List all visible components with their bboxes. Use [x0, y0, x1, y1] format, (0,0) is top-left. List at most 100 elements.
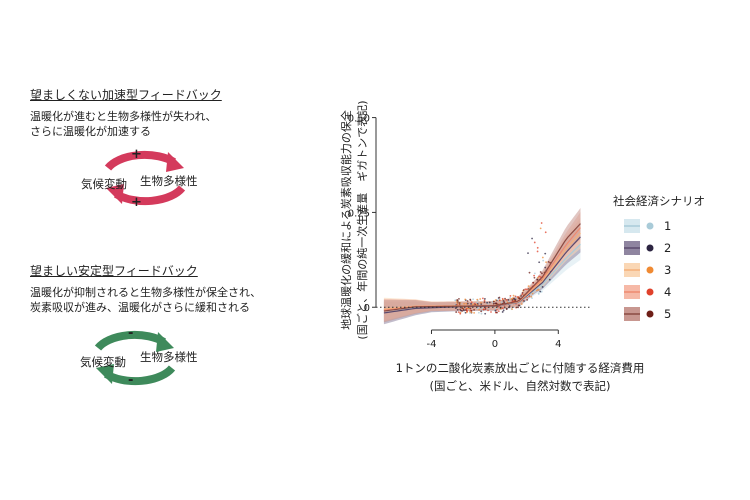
unstable-cycle-bottom-arrowhead — [106, 184, 124, 204]
point-scenario-4 — [470, 301, 473, 304]
legend-label-4: 4 — [664, 285, 671, 299]
point-scenario-4 — [501, 307, 504, 310]
chart-xlabel-line1: 1トンの二酸化炭素放出ごとに付随する経済費用 — [395, 361, 645, 375]
point-scenario-5 — [541, 272, 543, 275]
point-scenario-3 — [512, 294, 515, 297]
legend-dot-4 — [646, 288, 654, 296]
point-scenario-3 — [539, 227, 542, 230]
point-scenario-3 — [463, 302, 466, 305]
stable-cycle-bottom-arrowhead — [96, 364, 114, 384]
point-scenario-1 — [508, 300, 510, 303]
point-scenario-3 — [541, 256, 544, 259]
point-scenario-5 — [480, 310, 483, 313]
point-scenario-2 — [538, 261, 541, 264]
y-tick-label: 0.50 — [348, 114, 370, 125]
point-scenario-1 — [537, 292, 540, 295]
point-scenario-3 — [456, 301, 459, 304]
point-scenario-1 — [500, 301, 503, 304]
legend-label-5: 5 — [664, 307, 671, 321]
unstable-feedback-description-2: さらに温暖化が加速する — [30, 125, 151, 138]
x-tick-label: -4 — [426, 339, 436, 350]
point-scenario-5 — [539, 271, 542, 273]
unstable-cycle-top-arrowhead — [166, 152, 184, 172]
point-scenario-3 — [511, 297, 514, 300]
point-scenario-4 — [481, 297, 484, 300]
y-tick-label: 0 — [364, 303, 370, 314]
point-scenario-5 — [461, 307, 464, 309]
point-scenario-4 — [509, 295, 512, 297]
stable-top-sign: - — [128, 326, 134, 341]
legend-dot-1 — [646, 222, 654, 230]
point-scenario-5 — [473, 308, 475, 311]
point-scenario-5 — [536, 278, 539, 281]
chart-xlabel-line2: (国ごと、米ドル、自然対数で表記) — [429, 379, 611, 393]
point-scenario-4 — [497, 310, 500, 313]
stable-bottom-sign: - — [128, 373, 134, 388]
legend-title: 社会経済シナリオ — [613, 194, 705, 208]
point-scenario-2 — [539, 290, 542, 293]
stable-biodiversity-label: 生物多様性 — [140, 350, 198, 364]
point-scenario-5 — [533, 276, 536, 279]
stable-cycle-bottom-arrow — [103, 365, 176, 386]
point-scenario-5 — [522, 289, 525, 291]
point-scenario-5 — [455, 311, 458, 313]
point-scenario-4 — [528, 295, 531, 298]
point-scenario-2 — [541, 286, 544, 288]
point-scenario-2 — [531, 237, 533, 240]
point-scenario-5 — [504, 297, 506, 300]
point-scenario-1 — [531, 297, 533, 300]
point-scenario-3 — [535, 289, 538, 292]
point-scenario-4 — [516, 295, 519, 298]
point-scenario-1 — [487, 307, 490, 310]
point-scenario-5 — [528, 271, 531, 274]
point-scenario-4 — [457, 311, 460, 314]
point-scenario-2 — [544, 266, 547, 269]
legend-label-3: 3 — [664, 263, 671, 277]
point-scenario-2 — [514, 298, 517, 301]
point-scenario-1 — [542, 259, 545, 262]
legend-label-2: 2 — [664, 241, 671, 255]
point-scenario-5 — [456, 299, 459, 301]
point-scenario-5 — [469, 299, 472, 302]
point-scenario-2 — [484, 312, 487, 315]
point-scenario-5 — [483, 301, 486, 304]
unstable-top-sign: + — [131, 147, 142, 162]
stable-cycle-top-arrow — [94, 330, 167, 351]
point-scenario-5 — [496, 311, 498, 314]
point-scenario-5 — [532, 281, 535, 284]
point-scenario-1 — [481, 307, 484, 310]
point-scenario-3 — [479, 298, 482, 300]
point-scenario-3 — [537, 276, 539, 279]
point-scenario-1 — [468, 311, 471, 314]
point-scenario-2 — [486, 301, 489, 304]
point-scenario-4 — [526, 288, 528, 291]
scatter-points — [454, 222, 552, 315]
point-scenario-1 — [533, 272, 536, 275]
point-scenario-5 — [518, 297, 520, 300]
point-scenario-2 — [527, 252, 529, 255]
point-scenario-5 — [459, 308, 462, 311]
point-scenario-5 — [492, 300, 495, 303]
point-scenario-5 — [547, 260, 550, 263]
stable-cycle-top-arrowhead — [156, 332, 174, 352]
point-scenario-2 — [488, 301, 491, 304]
point-scenario-5 — [462, 308, 465, 311]
point-scenario-2 — [501, 311, 504, 313]
point-scenario-5 — [458, 302, 461, 304]
legend-dot-5 — [646, 310, 654, 318]
point-scenario-3 — [476, 298, 479, 301]
point-scenario-3 — [527, 285, 530, 287]
point-scenario-2 — [466, 302, 469, 305]
point-scenario-3 — [467, 307, 470, 310]
y-tick-label: 0.25 — [348, 208, 370, 219]
point-scenario-3 — [480, 301, 482, 304]
point-scenario-4 — [533, 274, 535, 277]
point-scenario-5 — [521, 291, 524, 294]
point-scenario-5 — [517, 306, 520, 309]
point-scenario-2 — [470, 303, 472, 305]
point-scenario-3 — [464, 298, 467, 301]
point-scenario-4 — [473, 302, 476, 305]
point-scenario-5 — [466, 300, 469, 302]
point-scenario-4 — [514, 295, 517, 298]
